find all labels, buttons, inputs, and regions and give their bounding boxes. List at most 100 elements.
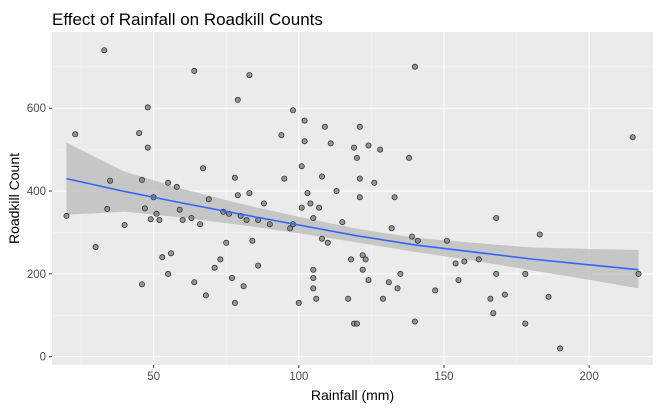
data-point [411,63,418,70]
data-point [138,281,145,288]
data-point [385,279,392,286]
data-point [234,96,241,103]
data-point [397,270,404,277]
data-point [136,130,143,137]
data-point [121,221,128,228]
data-point [255,262,262,269]
data-point [156,216,163,223]
data-point [365,142,372,149]
data-point [347,256,354,263]
data-point [501,291,508,298]
data-point [333,187,340,194]
data-point [408,233,415,240]
data-point [234,192,241,199]
data-point [144,144,151,151]
data-point [107,177,114,184]
x-tick-label: 50 [147,371,160,383]
data-point [188,214,195,221]
confidence-band [66,142,639,289]
data-point [490,310,497,317]
data-point [356,194,363,201]
data-point [223,239,230,246]
data-point [557,345,564,352]
data-point [217,256,224,263]
data-point [205,196,212,203]
data-point [388,225,395,232]
data-point [202,292,209,299]
data-point [310,214,317,221]
data-point [432,287,439,294]
data-point [92,243,99,250]
data-point [231,174,238,181]
data-point [359,266,366,273]
data-point [179,216,186,223]
data-point [452,260,459,267]
data-point [391,194,398,201]
data-point [104,205,111,212]
data-point [377,146,384,153]
data-point [310,285,317,292]
data-point [176,206,183,213]
y-tick-label: 200 [27,269,46,281]
data-point [138,176,145,183]
data-point [324,239,331,246]
data-point [173,183,180,190]
data-point [63,212,70,219]
data-point [318,173,325,180]
data-point [197,221,204,228]
data-point [228,274,235,281]
data-point [141,205,148,212]
data-point [545,293,552,300]
data-point [455,277,462,284]
data-point [165,179,172,186]
data-point [345,295,352,302]
data-point [310,266,317,273]
data-point [298,204,305,211]
data-point [359,252,366,259]
data-point [246,72,253,79]
data-point [298,163,305,170]
data-point [310,274,317,281]
data-point [475,256,482,263]
data-point [153,210,160,217]
data-point [295,299,302,306]
data-point [211,264,218,271]
major-gridlines [52,32,653,365]
x-tick-label: 100 [289,371,308,383]
data-point [493,270,500,277]
data-point [493,214,500,221]
data-point [629,134,636,141]
data-point [356,123,363,130]
y-tick-label: 0 [40,352,46,364]
data-point [72,131,79,138]
data-point [191,279,198,286]
data-point [350,144,357,151]
data-point [301,138,308,145]
data-point [147,216,154,223]
data-point [243,216,250,223]
data-point [144,104,151,111]
data-point [339,219,346,226]
x-tick-label: 150 [434,371,453,383]
data-point [522,320,529,327]
data-point [101,47,108,54]
y-axis-ticks: 0 200 400 600 [27,103,52,364]
data-point [318,235,325,242]
y-tick-label: 400 [27,186,46,198]
data-point [353,154,360,161]
data-point [191,67,198,74]
data-point [443,237,450,244]
data-point [394,285,401,292]
data-point [301,117,308,124]
data-point [316,204,323,211]
data-point [487,295,494,302]
data-point [327,140,334,147]
data-point [165,270,172,277]
data-point [379,295,386,302]
data-point [231,299,238,306]
data-point [353,320,360,327]
data-point [304,190,311,197]
data-point [199,165,206,172]
x-axis-ticks: 50 100 150 200 [147,365,599,383]
data-point [266,221,273,228]
